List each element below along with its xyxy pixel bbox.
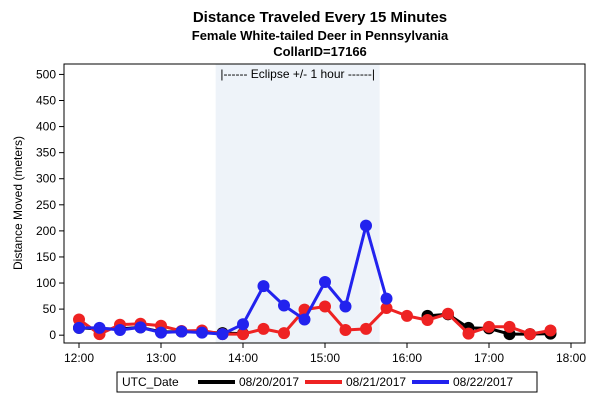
eclipse-band: [215, 64, 380, 343]
data-point: [442, 307, 454, 320]
series-line: [79, 224, 388, 336]
y-tick-label: 50: [43, 302, 57, 316]
legend-label: 08/20/2017: [239, 375, 299, 389]
data-point: [298, 313, 311, 326]
data-point: [257, 322, 270, 335]
y-tick-label: 450: [36, 94, 56, 108]
data-point: [339, 300, 352, 313]
x-tick-label: 12:00: [64, 351, 94, 365]
data-point: [319, 275, 331, 288]
series-layer: [73, 219, 557, 341]
x-tick-label: 16:00: [392, 351, 422, 365]
data-point: [73, 321, 85, 334]
data-point: [175, 325, 188, 338]
data-point: [401, 309, 413, 322]
y-tick-label: 200: [36, 224, 56, 238]
data-point: [339, 323, 352, 336]
data-point: [319, 300, 331, 313]
legend-title: UTC_Date: [122, 375, 179, 389]
data-point: [360, 322, 372, 335]
data-point: [503, 320, 516, 333]
y-tick-label: 0: [49, 328, 56, 342]
data-point: [380, 292, 393, 305]
x-tick-label: 14:00: [228, 351, 258, 365]
chart-subtitle-1: Female White-tailed Deer in Pennsylvania: [192, 28, 449, 43]
data-point: [380, 302, 393, 315]
data-point: [237, 328, 249, 341]
data-point: [73, 313, 85, 326]
y-tick-label: 100: [36, 276, 56, 290]
data-point: [93, 321, 106, 334]
x-tick-label: 13:00: [146, 351, 176, 365]
data-point: [278, 299, 290, 312]
x-tick-label: 18:00: [556, 351, 586, 365]
data-point: [196, 326, 208, 339]
data-point: [134, 321, 147, 334]
chart-subtitle-2: CollarID=17166: [273, 44, 367, 59]
data-point: [524, 328, 536, 341]
y-tick-label: 300: [36, 172, 56, 186]
x-tick-label: 15:00: [310, 351, 340, 365]
series-3: [73, 219, 393, 341]
y-axis: 0 50 100 150 200 250 300 350 400 450 500: [36, 67, 64, 342]
y-tick-label: 350: [36, 146, 56, 160]
x-tick-label: 17:00: [474, 351, 504, 365]
data-point: [462, 327, 475, 340]
legend-items: 08/20/2017 08/21/2017 08/22/2017: [198, 375, 513, 389]
x-axis: 12:00 13:00 14:00 15:00 16:00 17:00 18:00: [64, 343, 586, 365]
data-point: [114, 323, 126, 336]
data-point: [544, 324, 557, 337]
y-tick-label: 500: [36, 67, 56, 81]
y-axis-label: Distance Moved (meters): [11, 136, 25, 270]
chart-title: Distance Traveled Every 15 Minutes: [193, 9, 447, 26]
y-tick-label: 400: [36, 120, 56, 134]
legend-label: 08/22/2017: [453, 375, 513, 389]
data-point: [237, 318, 249, 331]
data-point: [421, 314, 434, 327]
y-tick-label: 150: [36, 250, 56, 264]
data-point: [278, 327, 290, 340]
legend-label: 08/21/2017: [346, 375, 406, 389]
y-tick-label: 250: [36, 198, 56, 212]
data-point: [257, 280, 270, 293]
eclipse-annotation: |------ Eclipse +/- 1 hour ------|: [220, 67, 375, 81]
data-point: [155, 326, 167, 339]
data-point: [483, 320, 495, 333]
data-point: [360, 219, 372, 232]
data-point: [216, 328, 229, 341]
legend: UTC_Date 08/20/2017 08/21/2017 08/22/2017: [116, 371, 538, 393]
